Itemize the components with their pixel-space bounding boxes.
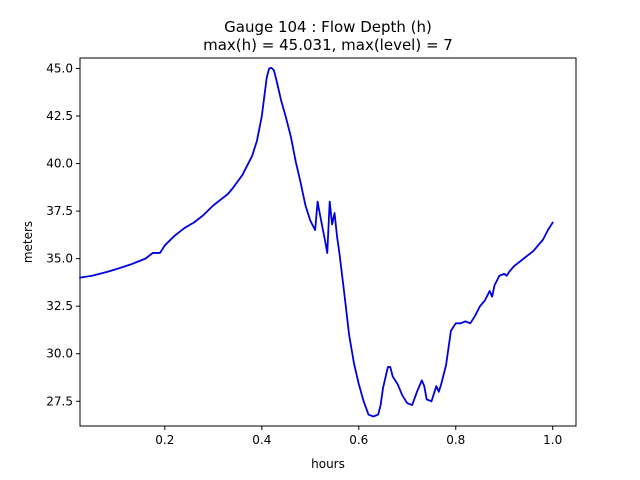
y-tick-label: 45.0 — [46, 61, 73, 75]
y-tick-label: 35.0 — [46, 252, 73, 266]
chart-title-line-2: max(h) = 45.031, max(level) = 7 — [203, 36, 453, 54]
x-tick-label: 0.6 — [349, 433, 368, 447]
y-tick-label: 32.5 — [46, 299, 73, 313]
series-layer — [79, 66, 554, 418]
x-axis-ticks: 0.2 0.4 0.6 0.8 1.0 — [155, 426, 562, 447]
x-tick-label: 0.4 — [252, 433, 271, 447]
y-tick-label: 30.0 — [46, 347, 73, 361]
chart-title-line-1: Gauge 104 : Flow Depth (h) — [224, 18, 432, 36]
y-axis-ticks: 27.5 30.0 32.5 35.0 37.5 40.0 42.5 45.0 — [46, 61, 80, 408]
plot-area — [79, 57, 577, 427]
x-tick-label: 0.8 — [446, 433, 465, 447]
y-axis-label: meters — [21, 221, 35, 263]
x-tick-label: 0.2 — [155, 433, 174, 447]
y-tick-label: 37.5 — [46, 204, 73, 218]
y-tick-label: 27.5 — [46, 394, 73, 408]
y-tick-label: 42.5 — [46, 109, 73, 123]
plot-frame — [79, 57, 577, 427]
x-axis-label: hours — [311, 457, 345, 471]
x-tick-label: 1.0 — [543, 433, 562, 447]
y-tick-label: 40.0 — [46, 157, 73, 171]
series-line-0 — [79, 66, 554, 418]
